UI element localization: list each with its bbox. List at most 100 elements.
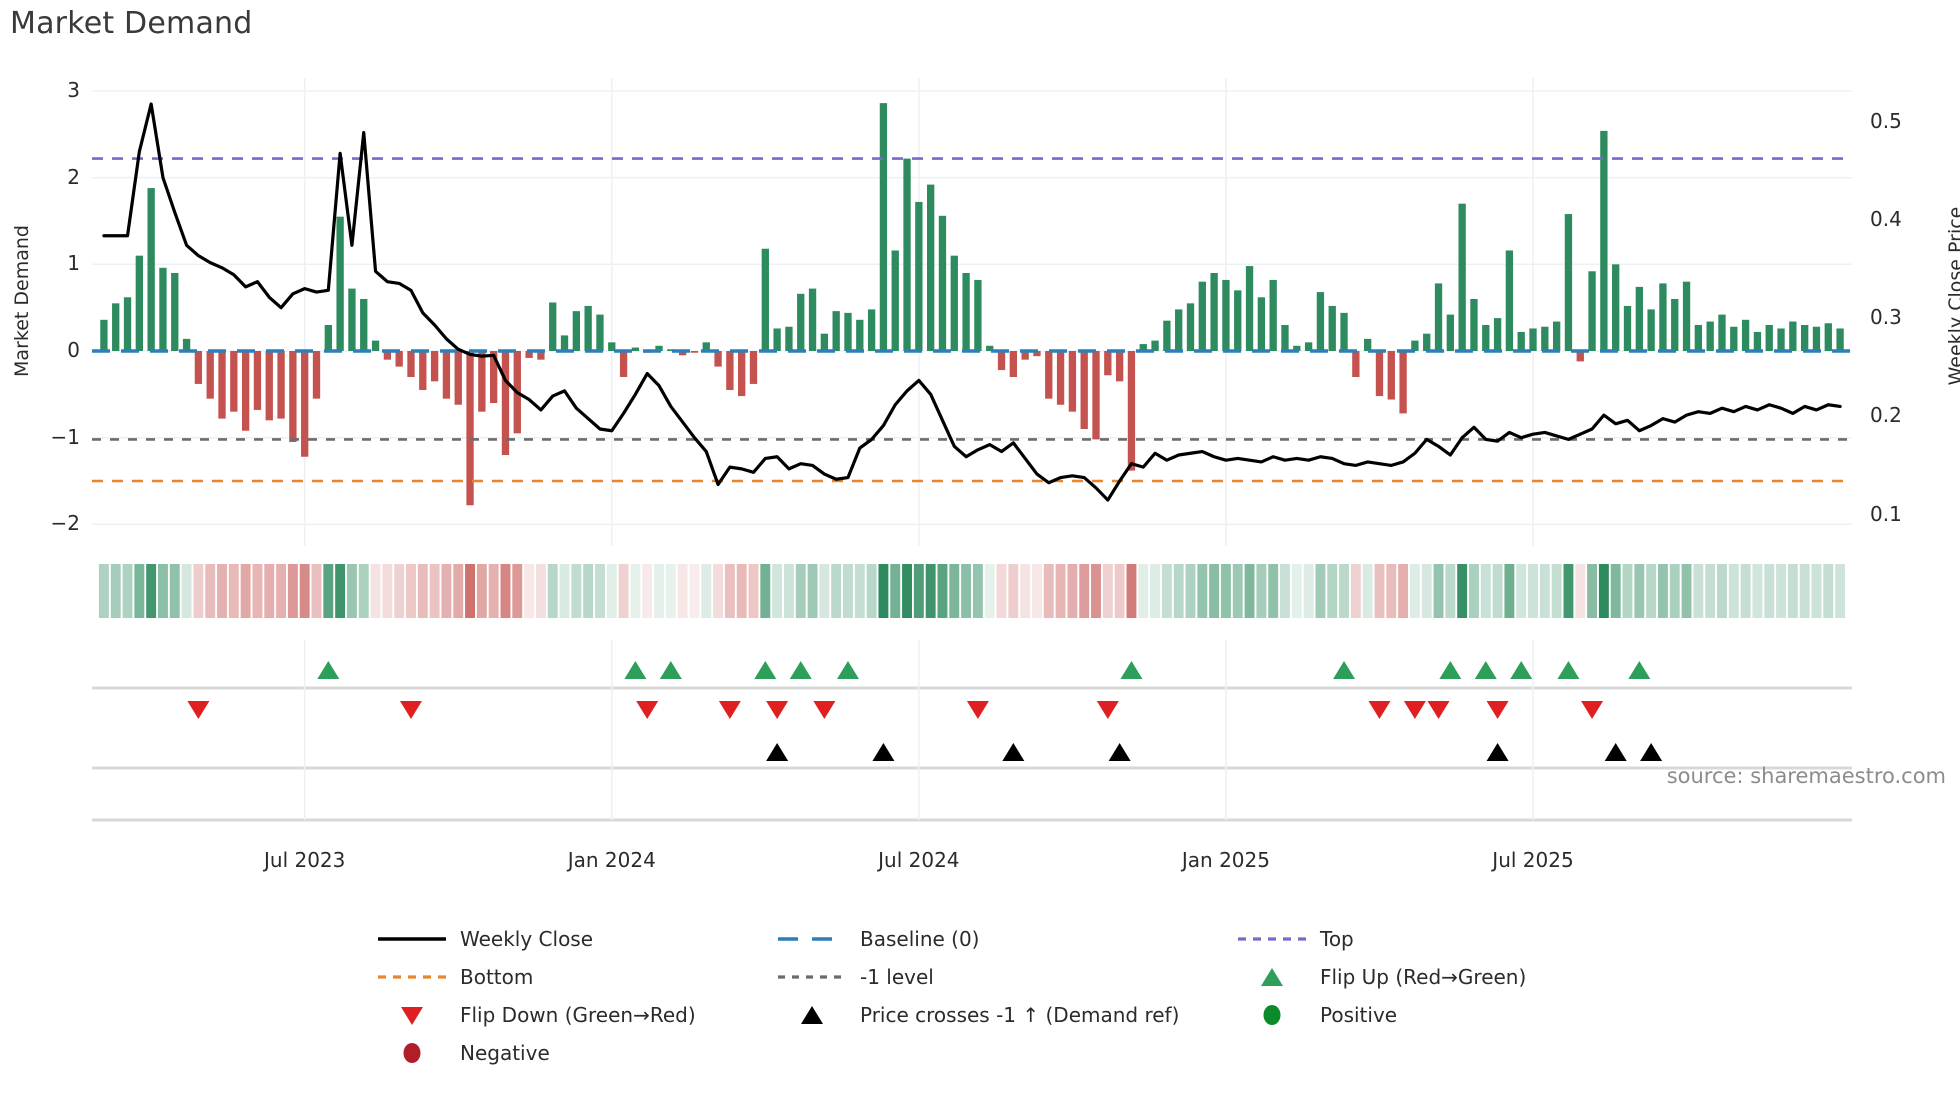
intensity-cell: [1681, 564, 1692, 618]
demand-bar: [1364, 338, 1372, 351]
demand-bar: [714, 351, 722, 367]
demand-bar: [1541, 326, 1549, 351]
flip-up-marker: [1557, 660, 1580, 680]
flip-up-marker: [754, 660, 777, 680]
demand-bar: [407, 351, 415, 377]
legend-item[interactable]: Weekly Close: [376, 927, 776, 951]
demand-bar: [1482, 325, 1490, 351]
price-cross-marker: [1640, 742, 1663, 762]
dashed-line-icon: [778, 937, 846, 941]
legend-item[interactable]: Bottom: [376, 965, 776, 989]
demand-bar: [702, 342, 710, 351]
intensity-cell: [1303, 564, 1314, 618]
demand-bar: [619, 351, 628, 377]
intensity-cell: [689, 564, 700, 618]
demand-bar: [1765, 325, 1773, 351]
demand-bar: [1552, 321, 1561, 351]
demand-bar: [135, 255, 143, 351]
demand-bar: [1517, 331, 1525, 351]
demand-bar: [1033, 351, 1041, 357]
intensity-cell: [228, 564, 239, 618]
intensity-cell: [831, 564, 842, 618]
intensity-cell: [1799, 564, 1810, 618]
demand-bar: [927, 184, 935, 351]
signal-markers-svg: [92, 640, 1852, 822]
intensity-cell: [476, 564, 487, 618]
intensity-cell: [1634, 564, 1645, 618]
legend-item[interactable]: Negative: [376, 1041, 776, 1065]
flip-up-marker: [789, 660, 812, 680]
intensity-cell: [276, 564, 287, 618]
demand-bar: [383, 351, 392, 360]
demand-bar: [773, 328, 781, 351]
demand-bar: [856, 319, 864, 351]
legend-item[interactable]: Baseline (0): [776, 927, 1236, 951]
flip-down-marker: [813, 700, 836, 720]
intensity-cell: [677, 564, 688, 618]
legend-label: Top: [1320, 927, 1354, 951]
demand-bar: [749, 351, 758, 384]
intensity-cell: [346, 564, 357, 618]
intensity-cell: [913, 564, 924, 618]
legend-item[interactable]: Flip Up (Red→Green): [1236, 965, 1656, 989]
intensity-cell: [1362, 564, 1373, 618]
circle-icon: [1263, 1005, 1281, 1025]
intensity-cell: [1551, 564, 1562, 618]
demand-intensity-strip: [92, 560, 1852, 622]
demand-bar: [1647, 309, 1655, 351]
intensity-cell: [1350, 564, 1361, 618]
demand-bar: [738, 351, 746, 397]
y-axis-left-tick: 0: [67, 338, 80, 362]
demand-bar: [903, 158, 911, 351]
solid-line-icon: [378, 937, 446, 941]
demand-bar: [631, 347, 640, 351]
flip-up-marker: [1474, 660, 1497, 680]
intensity-cell: [606, 564, 617, 618]
legend-item[interactable]: Flip Down (Green→Red): [376, 1003, 776, 1027]
price-cross-marker: [1486, 742, 1509, 762]
demand-bar: [1115, 351, 1124, 382]
intensity-cell: [1811, 564, 1822, 618]
price-cross-marker: [1002, 742, 1025, 762]
demand-bar: [430, 351, 439, 382]
demand-bar: [241, 351, 250, 431]
intensity-cell: [1220, 564, 1231, 618]
intensity-cell: [382, 564, 393, 618]
demand-bar: [1682, 281, 1691, 351]
intensity-cell: [902, 564, 912, 618]
intensity-cell: [311, 564, 322, 618]
demand-bar: [1446, 314, 1454, 351]
intensity-cell: [1032, 564, 1042, 618]
flip-up-marker: [624, 660, 647, 680]
flip-down-marker: [187, 700, 210, 720]
demand-bar: [832, 311, 840, 351]
legend-item[interactable]: Positive: [1236, 1003, 1656, 1027]
source-watermark: source: sharemaestro.com: [1666, 764, 1946, 788]
demand-bar: [1753, 331, 1762, 351]
intensity-cell: [110, 564, 121, 618]
intensity-cell: [535, 564, 546, 618]
demand-bar: [336, 216, 344, 351]
demand-bar: [1045, 351, 1053, 399]
legend-item[interactable]: Price crosses -1 ↑ (Demand ref): [776, 1003, 1236, 1027]
intensity-cell: [1433, 564, 1444, 618]
intensity-cell: [1728, 564, 1739, 618]
intensity-cell: [1492, 564, 1503, 618]
demand-bar: [820, 333, 829, 351]
legend-item[interactable]: -1 level: [776, 965, 1236, 989]
intensity-cell: [453, 564, 464, 618]
flip-down-marker: [718, 700, 741, 720]
demand-bar: [1411, 340, 1419, 351]
legend-item[interactable]: Top: [1236, 927, 1656, 951]
demand-bar: [490, 351, 498, 403]
intensity-cell: [1528, 564, 1538, 618]
demand-bar: [1588, 271, 1596, 351]
flip-down-marker: [1581, 700, 1604, 720]
intensity-cell: [843, 564, 853, 618]
demand-bar: [584, 305, 592, 351]
y-axis-right-tick: 0.4: [1870, 207, 1902, 232]
demand-bar: [1293, 345, 1301, 351]
flip-up-marker: [1333, 660, 1356, 680]
x-axis-tick: Jan 2024: [567, 848, 656, 872]
demand-bar: [182, 338, 191, 351]
